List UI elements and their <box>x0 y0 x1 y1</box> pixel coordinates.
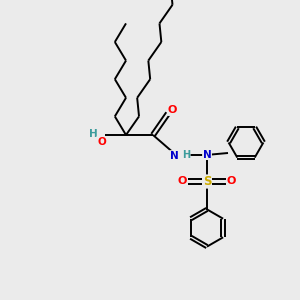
Text: N: N <box>169 151 178 161</box>
Text: O: O <box>227 176 236 187</box>
Text: O: O <box>97 136 106 147</box>
Text: O: O <box>168 105 177 116</box>
Text: S: S <box>203 175 211 188</box>
Text: H: H <box>182 150 190 160</box>
Text: H: H <box>88 129 98 140</box>
Text: N: N <box>202 149 211 160</box>
Text: O: O <box>178 176 187 187</box>
